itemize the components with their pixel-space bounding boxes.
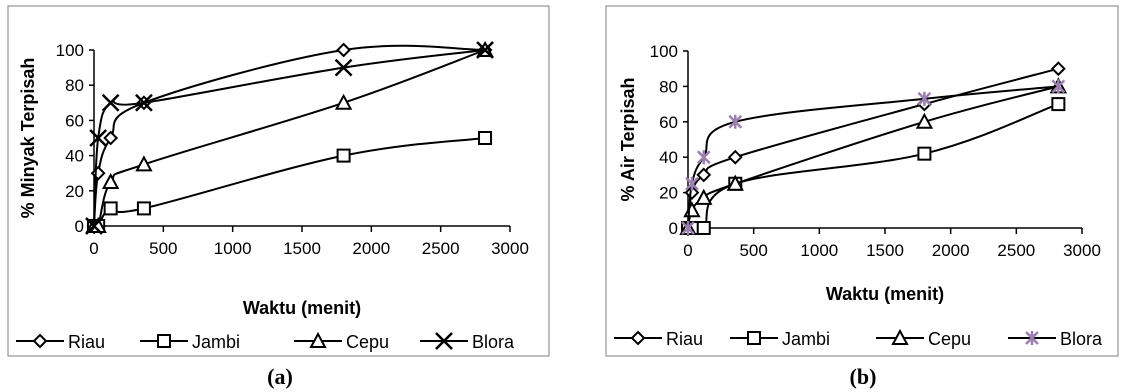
data-point	[136, 201, 151, 216]
data-point	[103, 130, 119, 146]
data-point	[101, 93, 120, 112]
data-point	[334, 58, 353, 77]
y-tick-label: 40	[65, 147, 84, 166]
data-point	[476, 41, 494, 59]
data-point	[695, 188, 713, 205]
data-point	[89, 129, 108, 147]
x-axis-title: Waktu (menit)	[243, 298, 361, 318]
panel-caption: (b)	[850, 364, 877, 389]
y-tick-label: 0	[669, 219, 678, 238]
data-point	[726, 174, 744, 191]
data-point	[917, 146, 932, 161]
data-point	[681, 221, 695, 235]
x-tick-label: 0	[683, 241, 692, 260]
y-tick-label: 100	[650, 42, 678, 61]
data-point	[334, 93, 353, 110]
legend-label: Jambi	[782, 329, 830, 349]
y-axis-title: % Air Terpisah	[618, 77, 638, 201]
y-tick-label: 80	[65, 76, 84, 95]
chart-frame	[7, 5, 550, 357]
x-tick-label: 2500	[997, 241, 1035, 260]
data-point	[1051, 97, 1066, 112]
data-point	[684, 185, 700, 201]
data-point	[915, 112, 934, 129]
y-tick-label: 0	[75, 217, 84, 236]
x-axis-title: Waktu (menit)	[826, 284, 944, 304]
data-point	[85, 217, 103, 235]
data-point	[336, 148, 351, 163]
panel-caption: (a)	[267, 364, 293, 389]
legend-label: Jambi	[192, 332, 240, 352]
legend-marker	[32, 333, 48, 349]
data-point	[917, 91, 932, 106]
y-tick-label: 20	[65, 182, 84, 201]
legend-label: Cepu	[346, 332, 389, 352]
y-tick-label: 60	[65, 111, 84, 130]
y-tick-label: 40	[659, 148, 678, 167]
data-point	[103, 201, 118, 216]
x-tick-label: 3000	[491, 239, 529, 258]
legend-label: Blora	[1060, 329, 1103, 349]
y-axis-title: % Minyak Terpisah	[18, 58, 38, 219]
legend-marker	[435, 332, 453, 350]
y-tick-label: 20	[659, 184, 678, 203]
data-point	[696, 221, 711, 235]
x-tick-label: 500	[149, 239, 177, 258]
data-point	[696, 167, 712, 183]
data-point	[685, 176, 699, 191]
x-tick-label: 2500	[422, 239, 460, 258]
y-tick-label: 60	[659, 113, 678, 132]
data-point	[1051, 79, 1066, 94]
data-point	[135, 93, 153, 112]
x-tick-label: 2000	[352, 239, 390, 258]
x-tick-label: 1000	[800, 241, 838, 260]
x-tick-label: 3000	[1063, 241, 1101, 260]
data-point	[1050, 61, 1066, 77]
data-point	[728, 114, 743, 129]
data-point	[727, 149, 743, 165]
legend-marker	[630, 330, 646, 346]
data-point	[135, 155, 153, 172]
legend-marker	[747, 331, 761, 345]
legend-label: Cepu	[928, 329, 971, 349]
data-point	[101, 172, 120, 189]
data-point	[336, 42, 352, 58]
legend-marker	[891, 328, 909, 345]
x-tick-label: 1000	[214, 239, 252, 258]
chart-panel-a: 0 20 40 60 80 100 0 500 1000 1500 2000 2500 3000% Mi…	[0, 0, 560, 392]
x-tick-label: 500	[739, 241, 767, 260]
data-point	[696, 150, 711, 165]
x-tick-label: 1500	[866, 241, 904, 260]
x-tick-label: 1500	[283, 239, 321, 258]
y-tick-label: 80	[659, 77, 678, 96]
legend-marker	[309, 331, 327, 348]
legend-label: Riau	[666, 329, 703, 349]
legend-label: Blora	[472, 332, 515, 352]
legend-label: Riau	[68, 332, 105, 352]
y-tick-label: 100	[56, 41, 84, 60]
legend-marker	[157, 334, 171, 348]
x-tick-label: 2000	[932, 241, 970, 260]
chart-panel-b: 0 20 40 60 80 100 0 500 1000 1500 2000 2500 3000% Ai…	[598, 0, 1128, 392]
data-point	[478, 131, 493, 145]
x-tick-label: 0	[89, 239, 98, 258]
legend-marker	[1025, 331, 1039, 345]
